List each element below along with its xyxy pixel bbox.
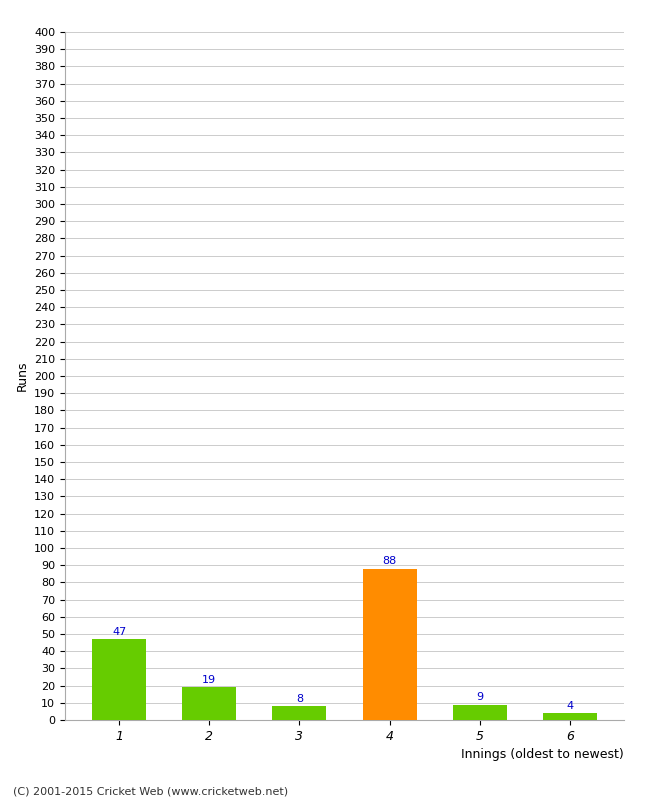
Text: (C) 2001-2015 Cricket Web (www.cricketweb.net): (C) 2001-2015 Cricket Web (www.cricketwe… [13,786,288,796]
Bar [182,687,237,720]
Text: 9: 9 [476,692,484,702]
Bar [272,706,326,720]
Text: 4: 4 [566,701,573,710]
Text: 8: 8 [296,694,303,704]
Bar [543,713,597,720]
Bar [92,639,146,720]
Text: 88: 88 [382,556,396,566]
Bar [363,569,417,720]
Text: 19: 19 [202,674,216,685]
Y-axis label: Runs: Runs [16,361,29,391]
Bar [452,705,507,720]
Text: 47: 47 [112,626,126,637]
X-axis label: Innings (oldest to newest): Innings (oldest to newest) [462,748,624,762]
